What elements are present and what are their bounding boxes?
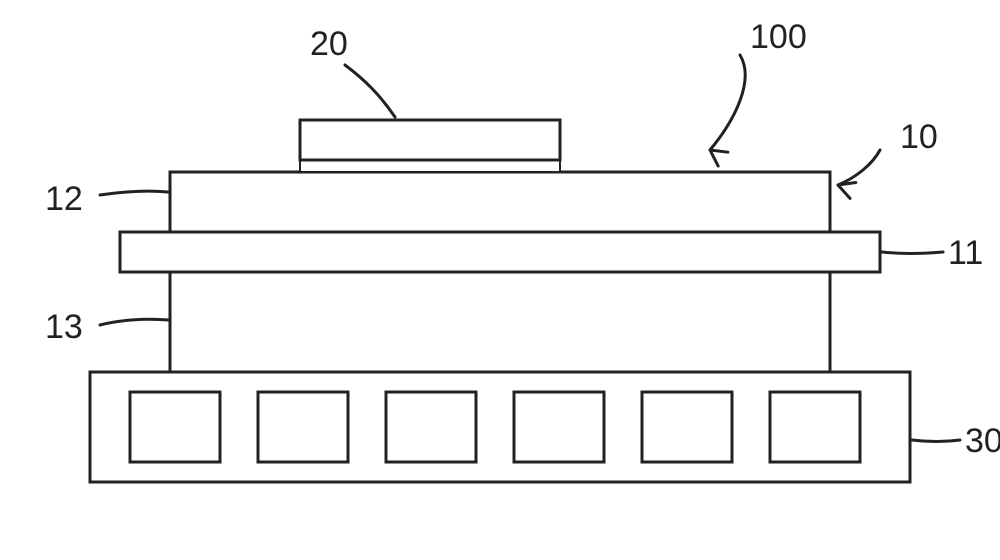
- block-20-strip: [300, 160, 560, 172]
- label-30: 30: [965, 422, 1000, 460]
- label-13: 13: [45, 308, 83, 346]
- label-10: 10: [900, 118, 938, 156]
- arrow-10: [838, 182, 856, 198]
- leader-12: [100, 191, 168, 195]
- block-12: [170, 172, 830, 232]
- leader-100: [710, 55, 745, 150]
- leader-13: [100, 319, 168, 325]
- leader-30: [912, 440, 960, 442]
- leader-10: [838, 150, 880, 185]
- label-11: 11: [948, 234, 983, 272]
- block-20: [300, 120, 560, 160]
- block-13: [170, 272, 830, 372]
- diagram-canvas: 100 20 10 12 11 13 30: [0, 0, 1000, 560]
- block-30: [90, 372, 910, 482]
- block-11: [120, 232, 880, 272]
- arrow-100: [710, 150, 728, 166]
- label-100: 100: [750, 18, 807, 56]
- label-12: 12: [45, 180, 83, 218]
- leader-11: [882, 252, 943, 254]
- label-20: 20: [310, 25, 348, 63]
- leader-20: [345, 65, 395, 117]
